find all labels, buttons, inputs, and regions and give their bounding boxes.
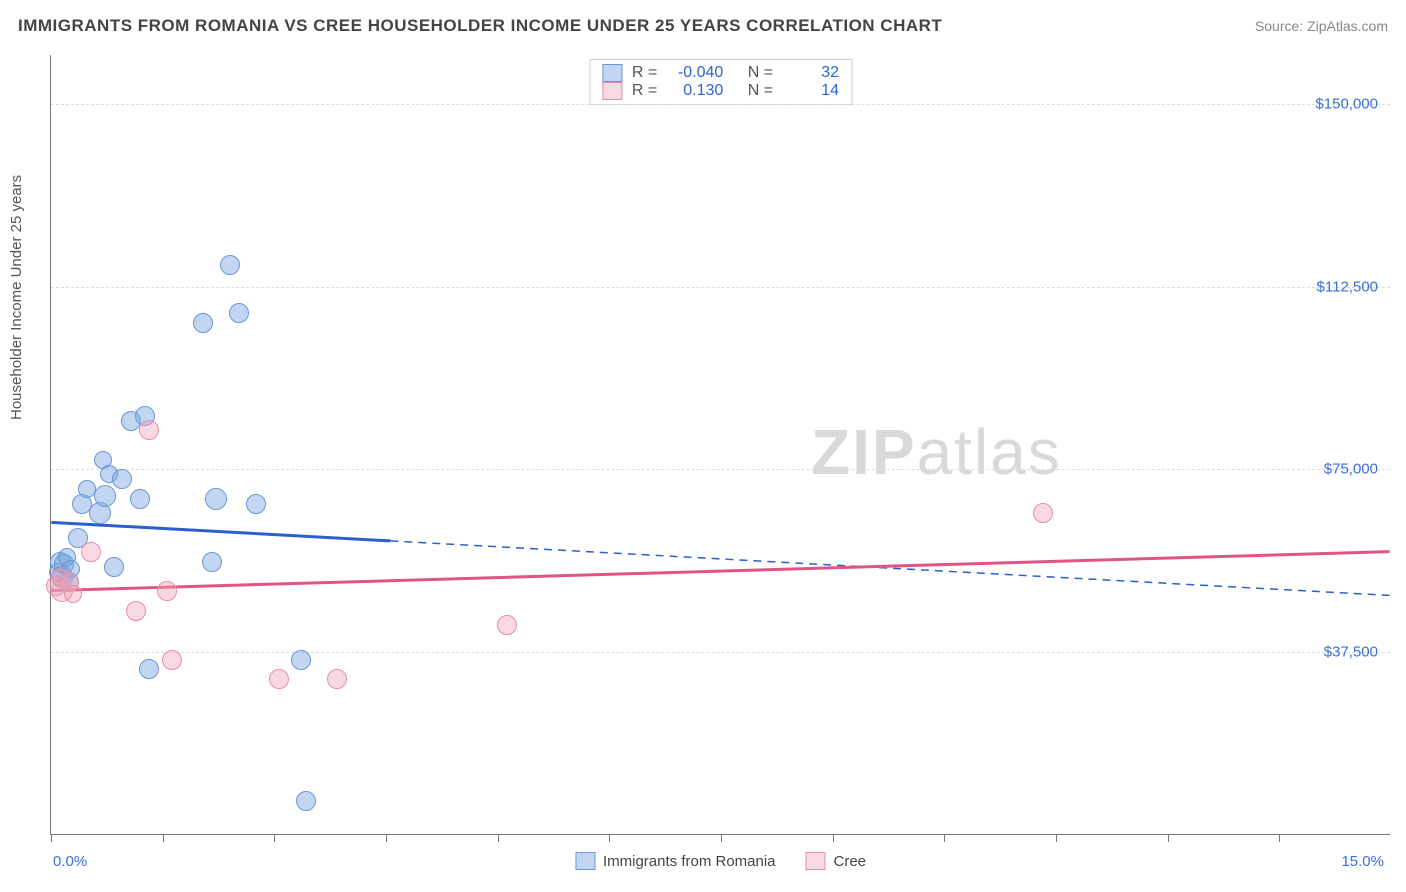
x-tick — [833, 834, 834, 842]
y-tick-label: $75,000 — [1324, 461, 1378, 478]
y-tick-label: $150,000 — [1315, 95, 1378, 112]
legend-item-b: Cree — [806, 852, 867, 870]
y-tick-label: $37,500 — [1324, 644, 1378, 661]
data-point — [1033, 503, 1053, 523]
x-tick — [609, 834, 610, 842]
x-tick — [1056, 834, 1057, 842]
swatch-b-icon — [806, 852, 826, 870]
x-axis-min-label: 0.0% — [53, 853, 87, 870]
data-point — [296, 791, 316, 811]
data-point — [126, 601, 146, 621]
data-point — [327, 669, 347, 689]
x-tick — [498, 834, 499, 842]
x-tick — [163, 834, 164, 842]
data-point — [162, 650, 182, 670]
data-point — [291, 650, 311, 670]
data-point — [229, 303, 249, 323]
swatch-series-a — [602, 64, 622, 82]
x-tick — [721, 834, 722, 842]
swatch-a-icon — [575, 852, 595, 870]
data-point — [497, 615, 517, 635]
data-point — [139, 659, 159, 679]
series-legend: Immigrants from Romania Cree — [575, 852, 866, 870]
data-point — [112, 469, 132, 489]
data-point — [81, 542, 101, 562]
legend-item-a: Immigrants from Romania — [575, 852, 776, 870]
trend-lines — [51, 55, 1390, 834]
swatch-series-b — [602, 82, 622, 100]
data-point — [130, 489, 150, 509]
correlation-legend: R = -0.040 N = 32 R = 0.130 N = 14 — [589, 59, 852, 105]
x-tick — [944, 834, 945, 842]
data-point — [139, 420, 159, 440]
chart-title: IMMIGRANTS FROM ROMANIA VS CREE HOUSEHOL… — [18, 16, 942, 36]
scatter-plot-area: ZIPatlas R = -0.040 N = 32 R = 0.130 N =… — [50, 55, 1390, 835]
data-point — [202, 552, 222, 572]
data-point — [193, 313, 213, 333]
x-tick — [1168, 834, 1169, 842]
data-point — [157, 581, 177, 601]
chart-source: Source: ZipAtlas.com — [1255, 18, 1388, 34]
data-point — [269, 669, 289, 689]
gridline — [51, 287, 1390, 288]
x-axis-max-label: 15.0% — [1341, 853, 1384, 870]
data-point — [246, 494, 266, 514]
chart-header: IMMIGRANTS FROM ROMANIA VS CREE HOUSEHOL… — [18, 16, 1388, 36]
data-point — [64, 585, 82, 603]
gridline — [51, 469, 1390, 470]
legend-row-b: R = 0.130 N = 14 — [602, 82, 839, 100]
x-tick — [1279, 834, 1280, 842]
x-tick — [51, 834, 52, 842]
x-tick — [274, 834, 275, 842]
legend-row-a: R = -0.040 N = 32 — [602, 64, 839, 82]
data-point — [94, 485, 116, 507]
y-axis-label: Householder Income Under 25 years — [8, 175, 25, 420]
data-point — [104, 557, 124, 577]
gridline — [51, 652, 1390, 653]
watermark: ZIPatlas — [811, 415, 1062, 489]
gridline — [51, 104, 1390, 105]
data-point — [205, 488, 227, 510]
x-tick — [386, 834, 387, 842]
data-point — [220, 255, 240, 275]
y-tick-label: $112,500 — [1317, 278, 1378, 295]
